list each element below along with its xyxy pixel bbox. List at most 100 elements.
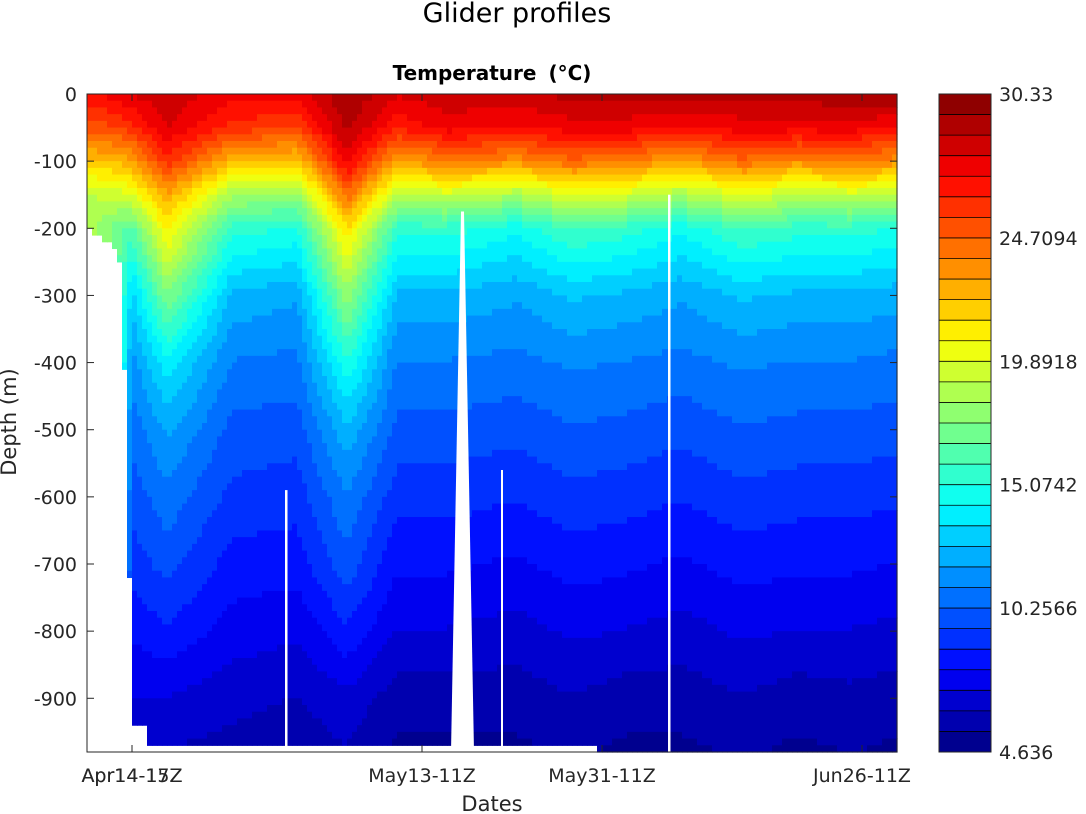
heatmap-cell bbox=[642, 409, 648, 464]
heatmap-cell bbox=[667, 94, 673, 102]
heatmap-cell bbox=[237, 134, 243, 142]
heatmap-cell bbox=[387, 389, 393, 438]
heatmap-cell bbox=[407, 671, 413, 733]
heatmap-cell bbox=[572, 423, 578, 478]
heatmap-cell bbox=[632, 188, 638, 196]
heatmap-cell bbox=[682, 282, 688, 303]
heatmap-cell bbox=[242, 322, 248, 357]
heatmap-cell bbox=[642, 624, 648, 673]
heatmap-cell bbox=[622, 201, 628, 209]
heatmap-cell bbox=[207, 134, 213, 142]
plot-title-unit: (°C) bbox=[548, 61, 591, 85]
heatmap-cell bbox=[797, 631, 803, 673]
heatmap-cell bbox=[847, 134, 853, 142]
heatmap-cell bbox=[202, 194, 208, 203]
heatmap-cell bbox=[232, 214, 238, 223]
heatmap-cell bbox=[717, 154, 723, 162]
heatmap-cell bbox=[722, 100, 728, 115]
heatmap-cell bbox=[122, 261, 128, 297]
heatmap-cell bbox=[747, 248, 753, 263]
heatmap-cell bbox=[447, 409, 453, 464]
heatmap-cell bbox=[762, 295, 768, 330]
heatmap-cell bbox=[717, 181, 723, 189]
heatmap-cell bbox=[327, 194, 333, 203]
heatmap-cell bbox=[317, 362, 323, 397]
heatmap-cell bbox=[682, 235, 688, 256]
heatmap-cell bbox=[352, 221, 358, 229]
heatmap-cell bbox=[762, 329, 768, 370]
heatmap-cell bbox=[542, 409, 548, 464]
heatmap-cell bbox=[707, 194, 713, 203]
heatmap-cell bbox=[812, 94, 818, 102]
heatmap-cell bbox=[177, 611, 183, 652]
heatmap-cell bbox=[867, 201, 873, 209]
heatmap-cell bbox=[692, 167, 698, 176]
heatmap-cell bbox=[262, 181, 268, 189]
heatmap-cell bbox=[287, 114, 293, 129]
heatmap-cell bbox=[177, 147, 183, 162]
heatmap-cell bbox=[167, 342, 173, 357]
heatmap-cell bbox=[802, 167, 808, 176]
heatmap-cell bbox=[362, 637, 368, 673]
heatmap-cell bbox=[452, 355, 458, 411]
heatmap-cell bbox=[437, 275, 443, 290]
heatmap-cell bbox=[582, 181, 588, 189]
heatmap-cell bbox=[352, 94, 358, 122]
heatmap-cell bbox=[772, 94, 778, 102]
heatmap-cell bbox=[407, 134, 413, 142]
heatmap-cell bbox=[647, 161, 653, 169]
heatmap-cell bbox=[447, 161, 453, 169]
heatmap-cell bbox=[417, 161, 423, 169]
heatmap-cell bbox=[677, 194, 683, 203]
heatmap-cell bbox=[192, 342, 198, 364]
heatmap-cell bbox=[797, 517, 803, 579]
heatmap-cell bbox=[292, 221, 298, 229]
heatmap-cell bbox=[137, 174, 143, 189]
heatmap-cell bbox=[292, 167, 298, 176]
heatmap-cell bbox=[367, 141, 373, 149]
heatmap-cell bbox=[397, 134, 403, 149]
heatmap-cell bbox=[157, 617, 163, 659]
heatmap-cell bbox=[572, 637, 578, 693]
heatmap-cell bbox=[377, 691, 383, 746]
heatmap-cell bbox=[652, 355, 658, 404]
heatmap-cell bbox=[642, 174, 648, 182]
heatmap-cell bbox=[292, 141, 298, 149]
heatmap-cell bbox=[792, 470, 798, 525]
heatmap-cell bbox=[612, 470, 618, 525]
heatmap-cell bbox=[157, 174, 163, 189]
heatmap-cell bbox=[822, 134, 828, 142]
heatmap-cell bbox=[892, 167, 898, 176]
heatmap-cell bbox=[397, 147, 403, 156]
heatmap-cell bbox=[787, 100, 793, 122]
heatmap-cell bbox=[652, 564, 658, 619]
heatmap-cell bbox=[132, 261, 138, 276]
heatmap-cell bbox=[162, 181, 168, 189]
heatmap-cell bbox=[742, 141, 748, 149]
heatmap-cell bbox=[257, 221, 263, 236]
heatmap-cell bbox=[137, 275, 143, 290]
heatmap-cell bbox=[332, 288, 338, 310]
heatmap-cell bbox=[787, 167, 793, 176]
heatmap-cell bbox=[407, 100, 413, 122]
heatmap-cell bbox=[287, 154, 293, 162]
heatmap-cell bbox=[817, 235, 823, 256]
heatmap-cell bbox=[382, 167, 388, 176]
heatmap-cell bbox=[702, 248, 708, 270]
heatmap-cell bbox=[277, 308, 283, 350]
heatmap-cell bbox=[572, 174, 578, 182]
heatmap-cell bbox=[352, 611, 358, 652]
heatmap-cell bbox=[132, 402, 138, 464]
heatmap-cell bbox=[792, 523, 798, 579]
heatmap-cell bbox=[237, 154, 243, 162]
heatmap-cell bbox=[837, 141, 843, 149]
heatmap-cell bbox=[522, 261, 528, 283]
heatmap-cell bbox=[382, 308, 388, 337]
heatmap-cell bbox=[652, 510, 658, 565]
heatmap-cell bbox=[832, 107, 838, 122]
heatmap-cell bbox=[192, 288, 198, 303]
y-tick-label: -400 bbox=[34, 353, 77, 375]
heatmap-cell bbox=[892, 221, 898, 229]
heatmap-cell bbox=[467, 154, 473, 162]
heatmap-cell bbox=[747, 423, 753, 478]
